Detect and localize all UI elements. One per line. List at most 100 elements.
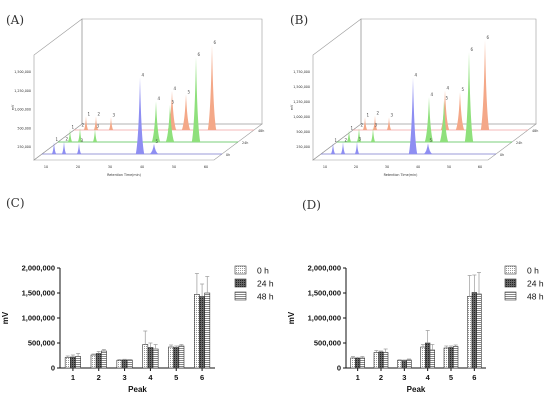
bar-48h-peak3 xyxy=(406,359,412,369)
peak-id-label: 2 xyxy=(66,136,69,141)
bar-0h-peak3 xyxy=(116,359,123,369)
y-tick-label: 250,000 xyxy=(17,145,31,149)
bar-0h-peak5 xyxy=(168,346,174,369)
peak-id-label: 4 xyxy=(174,86,177,91)
bar-24h-peak3 xyxy=(121,359,128,369)
y-axis-label: mV xyxy=(290,104,294,110)
x-tick-label: 1 xyxy=(71,373,75,382)
x-tick-label: 30 xyxy=(108,165,112,169)
x-tick-label: 10 xyxy=(323,165,327,169)
bar-24h-peak2 xyxy=(378,351,384,369)
peak-id-label: 6 xyxy=(487,35,490,40)
bar-chart-c: 0 500,000 1,000,000 1,500,000 2,000,000 mV 1 2 3… xyxy=(1,264,274,394)
bar-24h-peak5 xyxy=(448,347,454,369)
bar-0h-peak6 xyxy=(194,294,200,369)
x-axis-label: Retention Time(min) xyxy=(384,173,418,177)
trace-peak-48h-1 xyxy=(330,143,336,154)
x-tick-label: 3 xyxy=(402,373,406,382)
chromatogram-b: 250,000 500,000 1,000,000 1,250,000 1,500,00… xyxy=(290,18,538,177)
x-tick-label: 20 xyxy=(354,165,358,169)
depth-tick-label: 24h xyxy=(516,141,522,145)
y-tick-label: 1,250,000 xyxy=(14,89,31,93)
trace-peak-0h-6 xyxy=(480,40,490,130)
y-tick-label: 1,500,000 xyxy=(308,289,341,298)
legend-swatch-0h xyxy=(234,265,247,275)
bar-24h-peak6 xyxy=(471,292,477,369)
panel-label-a: (A) xyxy=(6,13,24,27)
bar-chart-d: 0 500,000 1,000,000 1,500,000 2,000,000 mV 1 2 3… xyxy=(287,264,544,394)
depth-tick-label: 0h xyxy=(226,153,230,157)
x-tick-label: 60 xyxy=(478,165,482,169)
legend-swatch-24h xyxy=(504,278,517,288)
bar-0h-peak4 xyxy=(420,346,426,369)
bar-24h-peak1 xyxy=(70,356,76,369)
peak-id-label: 3 xyxy=(359,136,362,141)
x-tick-label: 4 xyxy=(148,373,153,382)
trace-peak-48h-4 xyxy=(135,77,145,154)
bar-48h-peak6 xyxy=(204,292,211,369)
legend-swatch-48h xyxy=(234,291,247,301)
y-tick-label: 1,000,000 xyxy=(22,314,55,323)
peak-id-label: 3 xyxy=(113,112,116,117)
x-tick-label: 40 xyxy=(140,165,144,169)
trace-peak-24h-6 xyxy=(191,57,201,142)
y-axis-label: mV xyxy=(11,104,15,110)
y-tick-label: 0 xyxy=(337,364,341,373)
peak-id-label: 1 xyxy=(56,137,59,142)
trace-peak-24h-2 xyxy=(356,127,362,142)
y-tick-label: 1,000,000 xyxy=(14,108,31,112)
legend-swatch-24h xyxy=(234,278,247,288)
y-tick-label: 1,250,000 xyxy=(293,100,310,104)
peak-id-label: 5 xyxy=(446,96,449,101)
x-tick-label: 4 xyxy=(426,373,431,382)
trace-peak-48h-5 xyxy=(423,143,433,154)
peak-id-label: 4 xyxy=(415,73,418,78)
bar-48h-peak5 xyxy=(453,346,459,369)
trace-peak-48h-2 xyxy=(61,141,67,154)
trace-peak-24h-1 xyxy=(67,129,73,142)
x-tick-label: 6 xyxy=(200,373,204,382)
trace-peak-24h-6 xyxy=(464,52,474,142)
peak-id-label: 2 xyxy=(377,111,380,116)
x-tick-label: 2 xyxy=(379,373,383,382)
x-tick-label: 5 xyxy=(174,373,178,382)
panel-label-c: (C) xyxy=(6,196,25,210)
y-tick-label: 500,000 xyxy=(314,339,341,348)
y-axis-label: mV xyxy=(1,311,10,324)
x-tick-label: 5 xyxy=(449,373,453,382)
x-tick-label: 60 xyxy=(204,165,208,169)
trace-peak-0h-5 xyxy=(455,92,465,130)
bar-48h-peak1 xyxy=(359,357,365,369)
bar-0h-peak1 xyxy=(350,357,356,369)
legend-label: 48 h xyxy=(257,292,274,302)
y-tick-label: 0 xyxy=(51,364,55,373)
x-axis-label: Peak xyxy=(128,385,147,394)
peak-id-label: 4 xyxy=(447,85,450,90)
bar-24h-peak3 xyxy=(401,360,407,369)
peak-id-label: 5 xyxy=(430,138,433,143)
peak-id-label: 4 xyxy=(431,92,434,97)
depth-tick-label: 24h xyxy=(242,141,248,145)
y-tick-label: 1,750,000 xyxy=(293,70,310,74)
trace-peak-0h-3 xyxy=(108,117,114,130)
trace-peak-0h-6 xyxy=(207,45,217,130)
legend-label: 24 h xyxy=(257,279,274,289)
peak-id-label: 2 xyxy=(345,137,348,142)
y-axis-label: mV xyxy=(287,311,296,324)
bar-0h-peak2 xyxy=(90,354,97,369)
peak-id-label: 5 xyxy=(188,89,191,94)
x-tick-label: 6 xyxy=(472,373,476,382)
bar-48h-peak4 xyxy=(152,348,159,369)
trace-peak-48h-3 xyxy=(76,142,82,154)
trace-peak-0h-4 xyxy=(440,90,450,130)
peak-id-label: 2 xyxy=(361,123,364,128)
bar-48h-peak6 xyxy=(476,293,482,369)
legend-label: 0 h xyxy=(257,266,269,276)
x-axis-label: Retention Time(min) xyxy=(107,173,141,177)
trace-peak-48h-3 xyxy=(354,141,360,154)
bar-0h-peak6 xyxy=(467,296,473,369)
x-axis-label: Peak xyxy=(407,385,426,394)
bar-0h-peak4 xyxy=(142,344,149,369)
peak-id-label: 3 xyxy=(391,112,394,117)
peak-id-label: 6 xyxy=(198,52,201,57)
